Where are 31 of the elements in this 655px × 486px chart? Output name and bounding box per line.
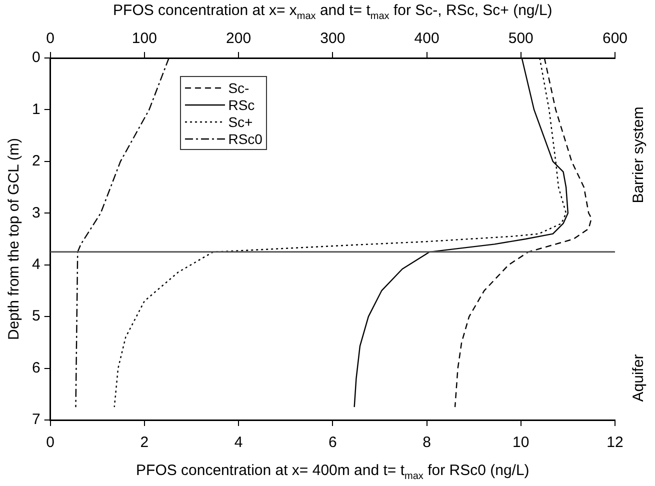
- y-tick-label: 1: [32, 100, 40, 118]
- x2-tick-label: 300: [320, 30, 346, 48]
- legend-label: RSc0: [228, 130, 262, 146]
- x-tick-label: 2: [140, 434, 149, 452]
- legend-label: RSc: [228, 96, 255, 112]
- x2-tick-label: 200: [226, 30, 252, 48]
- y-tick-label: 0: [32, 49, 40, 66]
- x2-axis-title: PFOS concentration at x= x$_{max}$ and t= t$_{max}$ for Sc-, RSc, Sc+ (ng/L): [113, 2, 552, 22]
- x-axis-title: PFOS concentration at x= 400m and t= t$_{max}$ for RSc0 (ng/L): [136, 462, 530, 482]
- legend-label: Sc+: [228, 114, 253, 130]
- text: Barrier system: [630, 106, 648, 204]
- x2-tick-label: 100: [132, 30, 157, 48]
- x2-tick-label: 500: [508, 30, 534, 48]
- y-tick-label: 4: [32, 256, 40, 273]
- x2-tick-label: 600: [602, 30, 628, 48]
- y-tick-label: 3: [32, 204, 40, 222]
- x-tick-label: 10: [512, 434, 530, 452]
- y-tick-label: 5: [32, 308, 40, 325]
- text: Aquifer: [630, 354, 648, 402]
- x-tick-label: 12: [606, 434, 624, 452]
- y-tick-label: 7: [32, 411, 40, 428]
- y-axis-title: Depth from the top of GCL (m): [6, 138, 22, 340]
- y-tick-label: 6: [32, 359, 40, 376]
- x-tick-label: 6: [328, 434, 337, 452]
- y-tick-label: 2: [32, 152, 40, 170]
- x-tick-label: 8: [422, 434, 431, 452]
- x2-tick-label: 0: [46, 30, 55, 48]
- x2-tick-label: 400: [414, 30, 440, 48]
- x-tick-label: 0: [46, 434, 55, 452]
- legend-label: Sc-: [228, 80, 250, 96]
- x-tick-label: 4: [234, 434, 243, 452]
